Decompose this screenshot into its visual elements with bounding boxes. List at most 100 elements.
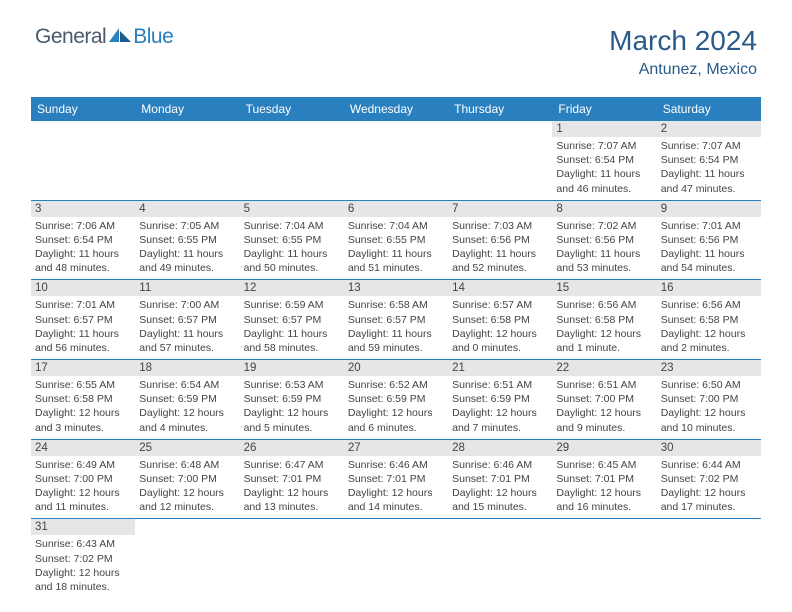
calendar-cell: 1Sunrise: 7:07 AMSunset: 6:54 PMDaylight…	[552, 121, 656, 200]
calendar-cell: 8Sunrise: 7:02 AMSunset: 6:56 PMDaylight…	[552, 200, 656, 280]
day-number: 9	[657, 201, 761, 217]
day-info: Sunrise: 6:54 AMSunset: 6:59 PMDaylight:…	[139, 378, 235, 435]
calendar-cell	[240, 121, 344, 200]
calendar-row: 10 Sunrise: 7:01 AMSunset: 6:57 PMDayligh…	[31, 280, 761, 360]
brand-logo: General Blue	[35, 25, 173, 49]
weekday-header: Monday	[135, 97, 239, 121]
calendar-cell	[344, 519, 448, 598]
day-number: 11	[135, 280, 239, 296]
day-number: 10	[31, 280, 135, 296]
day-number: 27	[344, 440, 448, 456]
day-info: Sunrise: 7:07 AMSunset: 6:54 PMDaylight:…	[661, 139, 757, 196]
day-number: 20	[344, 360, 448, 376]
month-title: March 2024	[609, 25, 757, 57]
day-info: Sunrise: 6:51 AMSunset: 7:00 PMDaylight:…	[556, 378, 652, 435]
day-number: 2	[657, 121, 761, 137]
weekday-header: Sunday	[31, 97, 135, 121]
calendar-cell: 12 Sunrise: 6:59 AMSunset: 6:57 PMDayligh…	[240, 280, 344, 360]
calendar-cell: 26Sunrise: 6:47 AMSunset: 7:01 PMDayligh…	[240, 439, 344, 519]
calendar-body: 1 Sunrise: 7:07 AMSunset: 6:54 PMDaylight…	[31, 121, 761, 598]
day-number: 5	[240, 201, 344, 217]
day-info: Sunrise: 6:45 AMSunset: 7:01 PMDaylight:…	[556, 458, 652, 515]
day-number: 12	[240, 280, 344, 296]
calendar-cell: 17 Sunrise: 6:55 AMSunset: 6:58 PMDayligh…	[31, 360, 135, 440]
day-info: Sunrise: 6:58 AMSunset: 6:57 PMDaylight:…	[348, 298, 444, 355]
header-right: March 2024 Antunez, Mexico	[609, 25, 757, 79]
calendar-cell	[135, 519, 239, 598]
brand-text-general: General	[35, 25, 106, 49]
day-number: 17	[31, 360, 135, 376]
day-number: 31	[31, 519, 135, 535]
calendar-cell: 25 Sunrise: 6:48 AMSunset: 7:00 PMDayligh…	[135, 439, 239, 519]
calendar-cell: 31 Sunrise: 6:43 AMSunset: 7:02 PMDayligh…	[31, 519, 135, 598]
weekday-header: Tuesday	[240, 97, 344, 121]
calendar-cell: 24Sunrise: 6:49 AMSunset: 7:00 PMDayligh…	[31, 439, 135, 519]
calendar-cell: 29 Sunrise: 6:45 AMSunset: 7:01 PMDayligh…	[552, 439, 656, 519]
day-number: 30	[657, 440, 761, 456]
day-number: 7	[448, 201, 552, 217]
calendar-cell: 22Sunrise: 6:51 AMSunset: 7:00 PMDayligh…	[552, 360, 656, 440]
day-number: 4	[135, 201, 239, 217]
day-number: 19	[240, 360, 344, 376]
calendar-cell: 16 Sunrise: 6:56 AMSunset: 6:58 PMDayligh…	[657, 280, 761, 360]
day-info: Sunrise: 6:50 AMSunset: 7:00 PMDaylight:…	[661, 378, 757, 435]
day-number: 29	[552, 440, 656, 456]
day-info: Sunrise: 6:52 AMSunset: 6:59 PMDaylight:…	[348, 378, 444, 435]
calendar-cell: 19 Sunrise: 6:53 AMSunset: 6:59 PMDayligh…	[240, 360, 344, 440]
weekday-header: Wednesday	[344, 97, 448, 121]
calendar-cell: 4 Sunrise: 7:05 AMSunset: 6:55 PMDaylight…	[135, 200, 239, 280]
calendar-cell: 11 Sunrise: 7:00 AMSunset: 6:57 PMDayligh…	[135, 280, 239, 360]
calendar-cell: 21 Sunrise: 6:51 AMSunset: 6:59 PMDayligh…	[448, 360, 552, 440]
day-info: Sunrise: 6:53 AMSunset: 6:59 PMDaylight:…	[244, 378, 340, 435]
calendar-cell: 9 Sunrise: 7:01 AMSunset: 6:56 PMDaylight…	[657, 200, 761, 280]
day-info: Sunrise: 7:05 AMSunset: 6:55 PMDaylight:…	[139, 219, 235, 276]
day-info: Sunrise: 6:47 AMSunset: 7:01 PMDaylight:…	[244, 458, 340, 515]
day-info: Sunrise: 7:01 AMSunset: 6:57 PMDaylight:…	[35, 298, 131, 355]
day-number: 1	[552, 121, 656, 137]
day-info: Sunrise: 6:46 AMSunset: 7:01 PMDaylight:…	[452, 458, 548, 515]
calendar-cell	[31, 121, 135, 200]
calendar-cell: 30 Sunrise: 6:44 AMSunset: 7:02 PMDayligh…	[657, 439, 761, 519]
calendar-row: 24Sunrise: 6:49 AMSunset: 7:00 PMDayligh…	[31, 439, 761, 519]
day-info: Sunrise: 7:01 AMSunset: 6:56 PMDaylight:…	[661, 219, 757, 276]
calendar-cell	[135, 121, 239, 200]
day-info: Sunrise: 6:55 AMSunset: 6:58 PMDaylight:…	[35, 378, 131, 435]
day-info: Sunrise: 6:51 AMSunset: 6:59 PMDaylight:…	[452, 378, 548, 435]
day-number: 3	[31, 201, 135, 217]
day-number: 13	[344, 280, 448, 296]
calendar-cell: 20 Sunrise: 6:52 AMSunset: 6:59 PMDayligh…	[344, 360, 448, 440]
brand-text-blue: Blue	[133, 25, 173, 49]
day-number: 18	[135, 360, 239, 376]
calendar-cell	[240, 519, 344, 598]
calendar-cell	[344, 121, 448, 200]
calendar-cell: 2 Sunrise: 7:07 AMSunset: 6:54 PMDaylight…	[657, 121, 761, 200]
day-number: 8	[552, 201, 656, 217]
day-info: Sunrise: 6:43 AMSunset: 7:02 PMDaylight:…	[35, 537, 131, 594]
calendar-cell: 10 Sunrise: 7:01 AMSunset: 6:57 PMDayligh…	[31, 280, 135, 360]
day-number: 23	[657, 360, 761, 376]
day-number: 6	[344, 201, 448, 217]
day-number: 25	[135, 440, 239, 456]
day-info: Sunrise: 6:44 AMSunset: 7:02 PMDaylight:…	[661, 458, 757, 515]
calendar-cell: 18 Sunrise: 6:54 AMSunset: 6:59 PMDayligh…	[135, 360, 239, 440]
calendar-cell: 28Sunrise: 6:46 AMSunset: 7:01 PMDayligh…	[448, 439, 552, 519]
calendar-cell: 15Sunrise: 6:56 AMSunset: 6:58 PMDayligh…	[552, 280, 656, 360]
calendar-row: 1 Sunrise: 7:07 AMSunset: 6:54 PMDaylight…	[31, 121, 761, 200]
day-info: Sunrise: 6:59 AMSunset: 6:57 PMDaylight:…	[244, 298, 340, 355]
weekday-header-row: Sunday Monday Tuesday Wednesday Thursday…	[31, 97, 761, 121]
day-number: 16	[657, 280, 761, 296]
day-number: 15	[552, 280, 656, 296]
day-info: Sunrise: 6:56 AMSunset: 6:58 PMDaylight:…	[661, 298, 757, 355]
day-info: Sunrise: 7:00 AMSunset: 6:57 PMDaylight:…	[139, 298, 235, 355]
day-info: Sunrise: 6:48 AMSunset: 7:00 PMDaylight:…	[139, 458, 235, 515]
day-info: Sunrise: 7:04 AMSunset: 6:55 PMDaylight:…	[348, 219, 444, 276]
day-info: Sunrise: 7:06 AMSunset: 6:54 PMDaylight:…	[35, 219, 131, 276]
calendar-cell: 14Sunrise: 6:57 AMSunset: 6:58 PMDayligh…	[448, 280, 552, 360]
day-info: Sunrise: 6:46 AMSunset: 7:01 PMDaylight:…	[348, 458, 444, 515]
location-label: Antunez, Mexico	[609, 61, 757, 79]
day-number: 21	[448, 360, 552, 376]
calendar-cell: 6 Sunrise: 7:04 AMSunset: 6:55 PMDaylight…	[344, 200, 448, 280]
sail-icon	[109, 28, 131, 42]
calendar-cell	[552, 519, 656, 598]
calendar-table: Sunday Monday Tuesday Wednesday Thursday…	[31, 97, 761, 598]
